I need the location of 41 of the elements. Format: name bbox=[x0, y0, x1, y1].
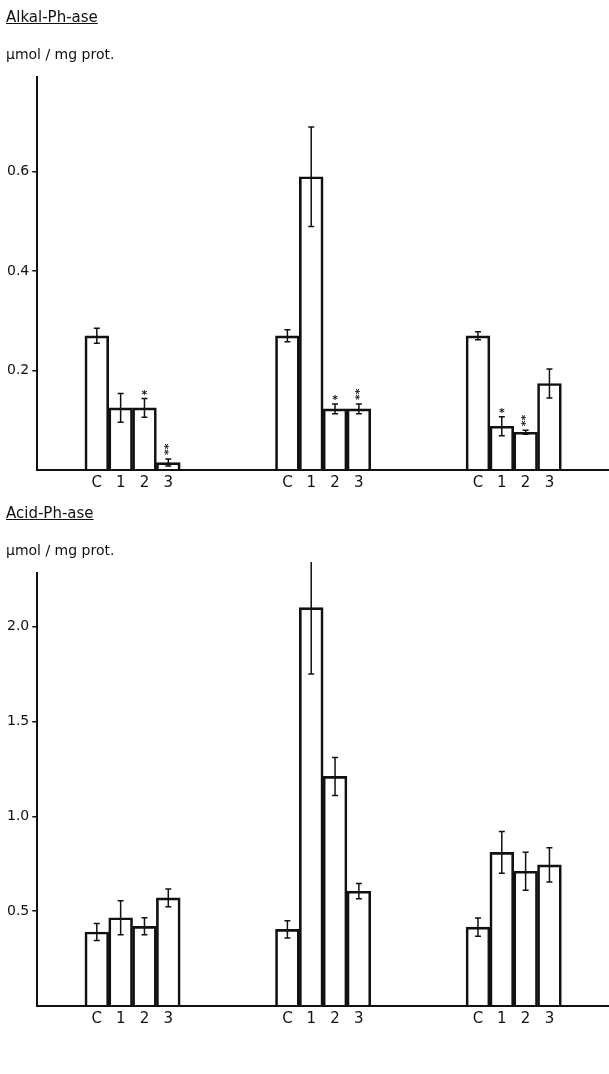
x-tick-label: 1 bbox=[306, 1008, 316, 1027]
y-tick-label: 0.4 bbox=[7, 261, 30, 278]
y-tick-label: 1.5 bbox=[7, 712, 30, 729]
y-tick-label: 1.0 bbox=[7, 806, 30, 823]
x-tick-label: 3 bbox=[354, 1008, 364, 1027]
x-tick-label: 1 bbox=[497, 1008, 507, 1027]
x-tick-label: 2 bbox=[139, 472, 150, 491]
x-tick-label: 2 bbox=[520, 472, 531, 491]
x-tick-label: 2 bbox=[330, 472, 340, 491]
x-tick-label: C bbox=[472, 1008, 484, 1027]
x-tick-label: C bbox=[91, 1008, 103, 1027]
data-label: * bbox=[332, 393, 339, 407]
y-tick-label: 0.2 bbox=[7, 361, 30, 378]
x-tick-label: 2 bbox=[330, 1008, 340, 1027]
x-tick-label: 3 bbox=[354, 472, 364, 491]
data-label: * bbox=[498, 406, 505, 420]
data-label: * bbox=[141, 387, 148, 401]
y-tick-label: 0.5 bbox=[7, 901, 30, 918]
data-label: ** bbox=[519, 414, 533, 427]
chart-title: Acid-Ph-ase bbox=[6, 503, 95, 524]
x-tick-label: 3 bbox=[544, 1008, 555, 1027]
x-tick-label: C bbox=[282, 1008, 293, 1027]
x-tick-label: C bbox=[282, 472, 293, 491]
x-tick-label: 1 bbox=[115, 1008, 126, 1027]
y-tick-label: 2.0 bbox=[7, 617, 30, 634]
x-tick-label: 3 bbox=[163, 472, 174, 491]
x-tick-label: 2 bbox=[139, 1008, 150, 1027]
x-tick-label: 3 bbox=[163, 1008, 174, 1027]
data-label: ** bbox=[352, 388, 366, 400]
data-label: ** bbox=[162, 443, 176, 456]
x-tick-label: 1 bbox=[306, 472, 316, 491]
y-axis-title: µmol / mg prot. bbox=[6, 542, 116, 560]
x-tick-label: C bbox=[91, 472, 103, 491]
y-axis-title: µmol / mg prot. bbox=[6, 46, 116, 64]
x-tick-label: C bbox=[472, 472, 484, 491]
y-tick-label: 0.6 bbox=[7, 162, 30, 179]
x-tick-label: 3 bbox=[544, 472, 555, 491]
x-tick-label: 2 bbox=[520, 1008, 531, 1027]
x-tick-label: 1 bbox=[497, 472, 507, 491]
x-tick-label: 1 bbox=[115, 472, 126, 491]
chart-title: Alkal-Ph-ase bbox=[6, 7, 99, 28]
